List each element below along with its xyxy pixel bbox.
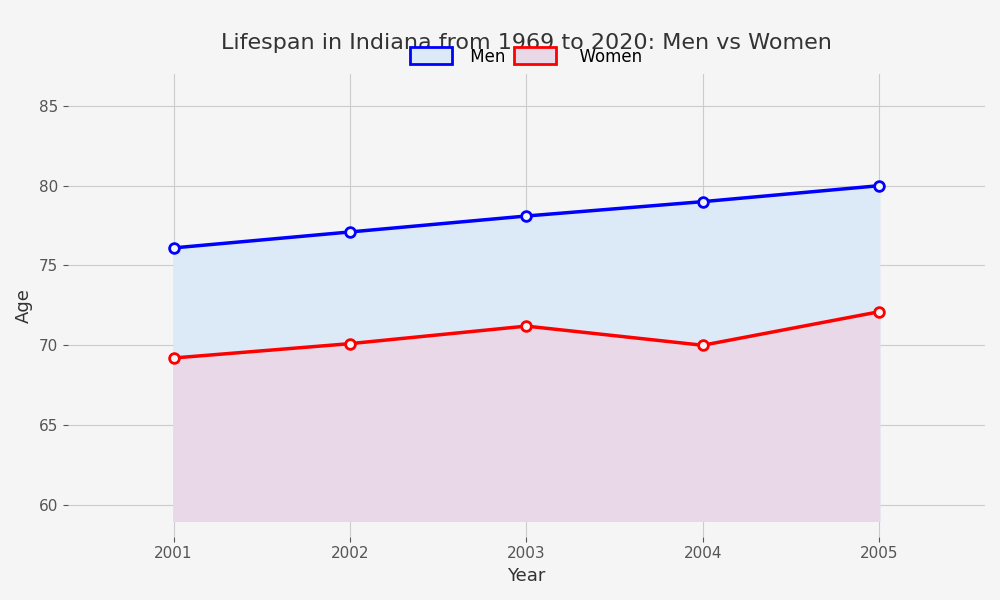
Legend:  Men,   Women: Men, Women	[404, 41, 649, 72]
Title: Lifespan in Indiana from 1969 to 2020: Men vs Women: Lifespan in Indiana from 1969 to 2020: M…	[221, 33, 832, 53]
Y-axis label: Age: Age	[15, 288, 33, 323]
X-axis label: Year: Year	[507, 567, 546, 585]
